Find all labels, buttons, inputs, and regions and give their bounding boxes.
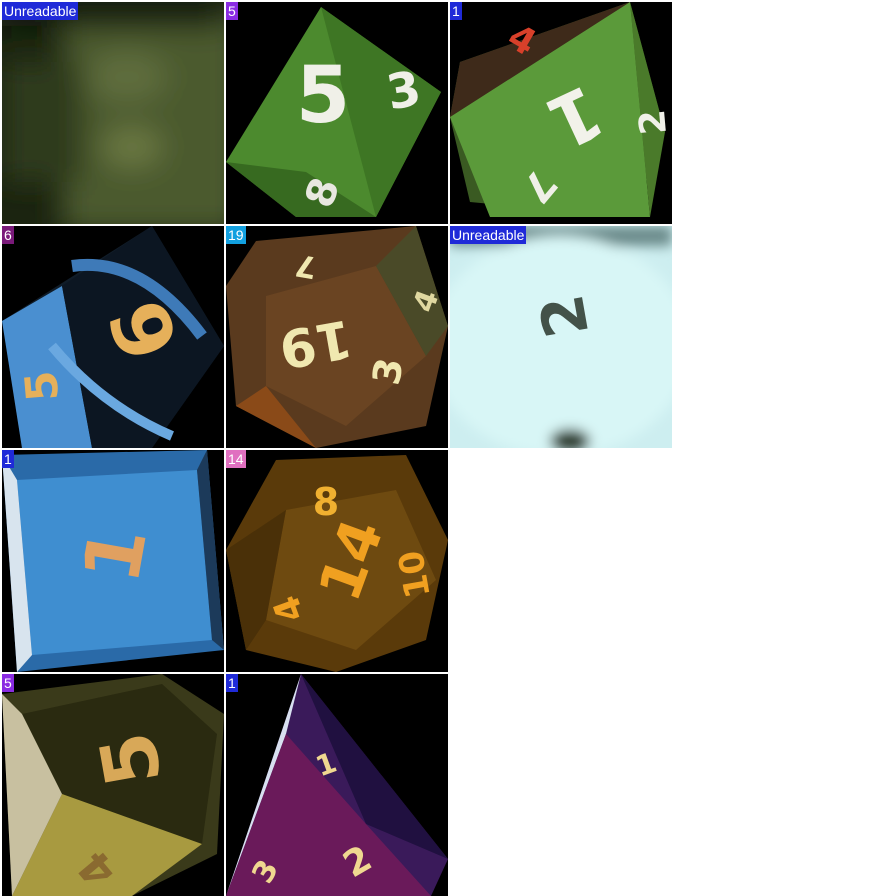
- face-number: 10: [391, 548, 439, 602]
- die-image-d8-blue-black: 6 5: [2, 226, 224, 448]
- die-image-d6-blue: 1: [2, 450, 224, 672]
- dice-tile: 2 Unreadable: [450, 226, 672, 448]
- dice-tile: 5 3 8 5: [226, 2, 448, 224]
- die-image-d4-purple: 1 2 3: [226, 674, 448, 896]
- dice-tile: 5 4 5: [2, 674, 224, 896]
- face-number: 2: [632, 108, 672, 137]
- result-label: 1: [450, 2, 462, 20]
- result-label: Unreadable: [2, 2, 79, 20]
- die-image-d8-yellow-black: 5 4: [2, 674, 224, 896]
- dice-tile: Unreadable: [2, 2, 224, 224]
- dice-tile: 1 2 3 1: [226, 674, 448, 896]
- result-label: 1: [2, 450, 14, 468]
- result-label: Unreadable: [450, 226, 527, 244]
- dice-tile: 14 8 4 10 14: [226, 450, 448, 672]
- result-label: 5: [2, 674, 14, 692]
- face-number: 8: [313, 480, 339, 524]
- die-image-blur-lightblue: 2: [450, 226, 672, 448]
- die-image-d8-green: 5 3 8: [226, 2, 448, 224]
- face-number: 19: [275, 307, 357, 379]
- die-image-d20-amber: 14 8 4 10: [226, 450, 448, 672]
- die-image-d8-green-2: 1 4 7 2: [450, 2, 672, 224]
- result-label: 5: [226, 2, 238, 20]
- dice-tile: 1 4 7 2 1: [450, 2, 672, 224]
- die-image-blur-green: [2, 2, 224, 224]
- dice-tile: 6 5 6: [2, 226, 224, 448]
- result-label: 14: [226, 450, 246, 468]
- dice-tile: 1 1: [2, 450, 224, 672]
- face-number: 5: [296, 51, 350, 141]
- dice-tile: 19 3 7 4 19: [226, 226, 448, 448]
- result-label: 1: [226, 674, 238, 692]
- result-label: 19: [226, 226, 246, 244]
- result-label: 6: [2, 226, 14, 244]
- face-number: 5: [16, 368, 69, 403]
- die-image-d20-brown: 19 3 7 4: [226, 226, 448, 448]
